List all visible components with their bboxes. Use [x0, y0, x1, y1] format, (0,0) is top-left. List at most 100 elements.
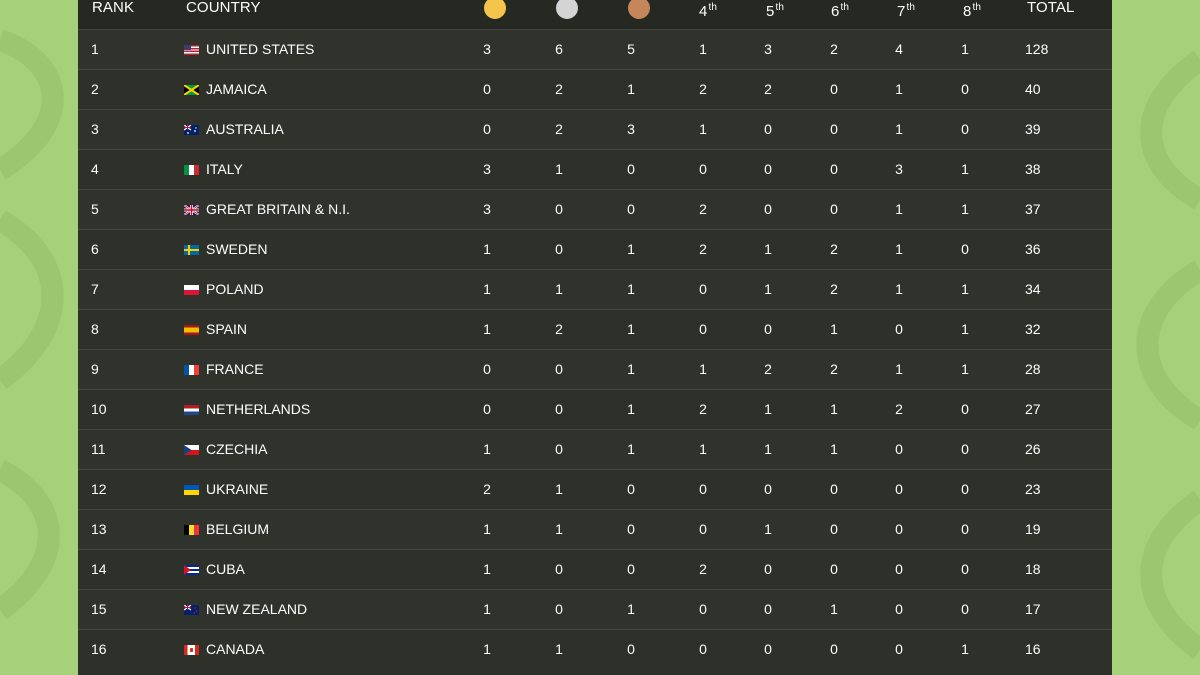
table-row[interactable]: 2 JAMAICA 0 2 1 2 2 0 1 0 40: [78, 69, 1112, 109]
p4-cell: 0: [699, 521, 707, 537]
p7-cell: 1: [895, 201, 903, 217]
gold-cell: 3: [483, 41, 491, 57]
fourth-place-column-header[interactable]: 4th: [699, 2, 717, 20]
country-cell[interactable]: UNITED STATES: [184, 30, 314, 69]
bronze-cell: 1: [627, 81, 635, 97]
country-cell[interactable]: UKRAINE: [184, 470, 268, 509]
silver-cell: 2: [555, 121, 563, 137]
country-cell[interactable]: CANADA: [184, 630, 264, 669]
flag-fr-icon: [184, 364, 199, 375]
table-row[interactable]: 6 SWEDEN 1 0 1 2 1 2 1 0 36: [78, 229, 1112, 269]
p8-cell: 1: [961, 161, 969, 177]
country-cell[interactable]: JAMAICA: [184, 70, 267, 109]
table-row[interactable]: 4 ITALY 3 1 0 0 0 0 3 1 38: [78, 149, 1112, 189]
table-row[interactable]: 10 NETHERLANDS 0 0 1 2 1 1 2 0 27: [78, 389, 1112, 429]
total-cell: 32: [1025, 321, 1041, 337]
table-row[interactable]: 3 AUSTRALIA 0 2 3 1 0 0 1 0 39: [78, 109, 1112, 149]
p5-cell: 2: [764, 81, 772, 97]
table-row[interactable]: 16 CANADA 1 1 0 0 0 0 0 1 16: [78, 629, 1112, 669]
p5-cell: 1: [764, 281, 772, 297]
table-row[interactable]: 9 FRANCE 0 0 1 1 2 2 1 1 28: [78, 349, 1112, 389]
rank-cell: 12: [91, 481, 107, 497]
p6-cell: 0: [830, 81, 838, 97]
table-row[interactable]: 7 POLAND 1 1 1 0 1 2 1 1 34: [78, 269, 1112, 309]
gold-cell: 1: [483, 321, 491, 337]
p7-cell: 0: [895, 321, 903, 337]
silver-cell: 1: [555, 641, 563, 657]
country-name: SWEDEN: [206, 241, 268, 257]
country-cell[interactable]: ITALY: [184, 150, 243, 189]
p6-cell: 0: [830, 201, 838, 217]
table-row[interactable]: 11 CZECHIA 1 0 1 1 1 1 0 0 26: [78, 429, 1112, 469]
table-row[interactable]: 13 BELGIUM 1 1 0 0 1 0 0 0 19: [78, 509, 1112, 549]
seventh-place-column-header[interactable]: 7th: [897, 2, 915, 20]
p8-cell: 0: [961, 561, 969, 577]
sixth-place-column-header[interactable]: 6th: [831, 2, 849, 20]
country-cell[interactable]: NEW ZEALAND: [184, 590, 307, 629]
table-row[interactable]: 15 NEW ZEALAND 1 0 1 0 0 1 0 0 17: [78, 589, 1112, 629]
silver-cell: 0: [555, 201, 563, 217]
flag-gb-icon: [184, 204, 199, 215]
p6-cell: 0: [830, 161, 838, 177]
gold-cell: 1: [483, 601, 491, 617]
flag-cu-icon: [184, 564, 199, 575]
country-cell[interactable]: SWEDEN: [184, 230, 267, 269]
p7-cell: 2: [895, 401, 903, 417]
country-cell[interactable]: POLAND: [184, 270, 264, 309]
silver-cell: 0: [555, 561, 563, 577]
country-column-header[interactable]: COUNTRY: [186, 0, 261, 16]
rank-cell: 6: [91, 241, 99, 257]
total-cell: 17: [1025, 601, 1041, 617]
silver-medal-icon[interactable]: [556, 0, 578, 19]
country-name: UNITED STATES: [206, 41, 315, 57]
p6-cell: 1: [830, 401, 838, 417]
bronze-cell: 0: [627, 561, 635, 577]
country-cell[interactable]: CUBA: [184, 550, 245, 589]
gold-cell: 1: [483, 521, 491, 537]
table-row[interactable]: 8 SPAIN 1 2 1 0 0 1 0 1 32: [78, 309, 1112, 349]
p6-cell: 0: [830, 641, 838, 657]
country-cell[interactable]: FRANCE: [184, 350, 264, 389]
silver-cell: 2: [555, 81, 563, 97]
p7-cell: 0: [895, 641, 903, 657]
gold-cell: 1: [483, 561, 491, 577]
table-row[interactable]: 1 UNITED STATES 3 6 5 1 3 2 4 1 128: [78, 29, 1112, 69]
bronze-cell: 0: [627, 641, 635, 657]
country-cell[interactable]: CZECHIA: [184, 430, 267, 469]
total-cell: 26: [1025, 441, 1041, 457]
country-cell[interactable]: NETHERLANDS: [184, 390, 310, 429]
gold-cell: 0: [483, 401, 491, 417]
silver-cell: 0: [555, 441, 563, 457]
table-row[interactable]: 14 CUBA 1 0 0 2 0 0 0 0 18: [78, 549, 1112, 589]
country-cell[interactable]: GREAT BRITAIN & N.I.: [184, 190, 350, 229]
standings-table: RANK COUNTRY 4th 5th 6th 7th 8th TOTAL 1…: [78, 0, 1112, 675]
rank-column-header[interactable]: RANK: [92, 0, 135, 16]
table-row[interactable]: 12 UKRAINE 2 1 0 0 0 0 0 0 23: [78, 469, 1112, 509]
country-cell[interactable]: SPAIN: [184, 310, 247, 349]
bronze-cell: 1: [627, 281, 635, 297]
rank-cell: 7: [91, 281, 99, 297]
flag-ca-icon: [184, 644, 199, 655]
p4-cell: 1: [699, 121, 707, 137]
total-cell: 37: [1025, 201, 1041, 217]
p5-cell: 0: [764, 561, 772, 577]
country-cell[interactable]: AUSTRALIA: [184, 110, 284, 149]
p4-cell: 2: [699, 81, 707, 97]
p5-cell: 3: [764, 41, 772, 57]
p4-cell: 0: [699, 161, 707, 177]
silver-cell: 6: [555, 41, 563, 57]
total-cell: 27: [1025, 401, 1041, 417]
bronze-medal-icon[interactable]: [628, 0, 650, 19]
flag-nz-icon: [184, 604, 199, 615]
flag-pl-icon: [184, 284, 199, 295]
total-column-header[interactable]: TOTAL: [1027, 0, 1075, 16]
country-cell[interactable]: BELGIUM: [184, 510, 269, 549]
gold-medal-icon[interactable]: [484, 0, 506, 19]
fifth-place-column-header[interactable]: 5th: [766, 2, 784, 20]
p8-cell: 0: [961, 121, 969, 137]
table-row[interactable]: 5 GREAT BRITAIN & N.I. 3 0 0 2 0 0 1 1 37: [78, 189, 1112, 229]
p4-cell: 2: [699, 241, 707, 257]
gold-cell: 0: [483, 121, 491, 137]
eighth-place-column-header[interactable]: 8th: [963, 2, 981, 20]
rank-cell: 1: [91, 41, 99, 57]
